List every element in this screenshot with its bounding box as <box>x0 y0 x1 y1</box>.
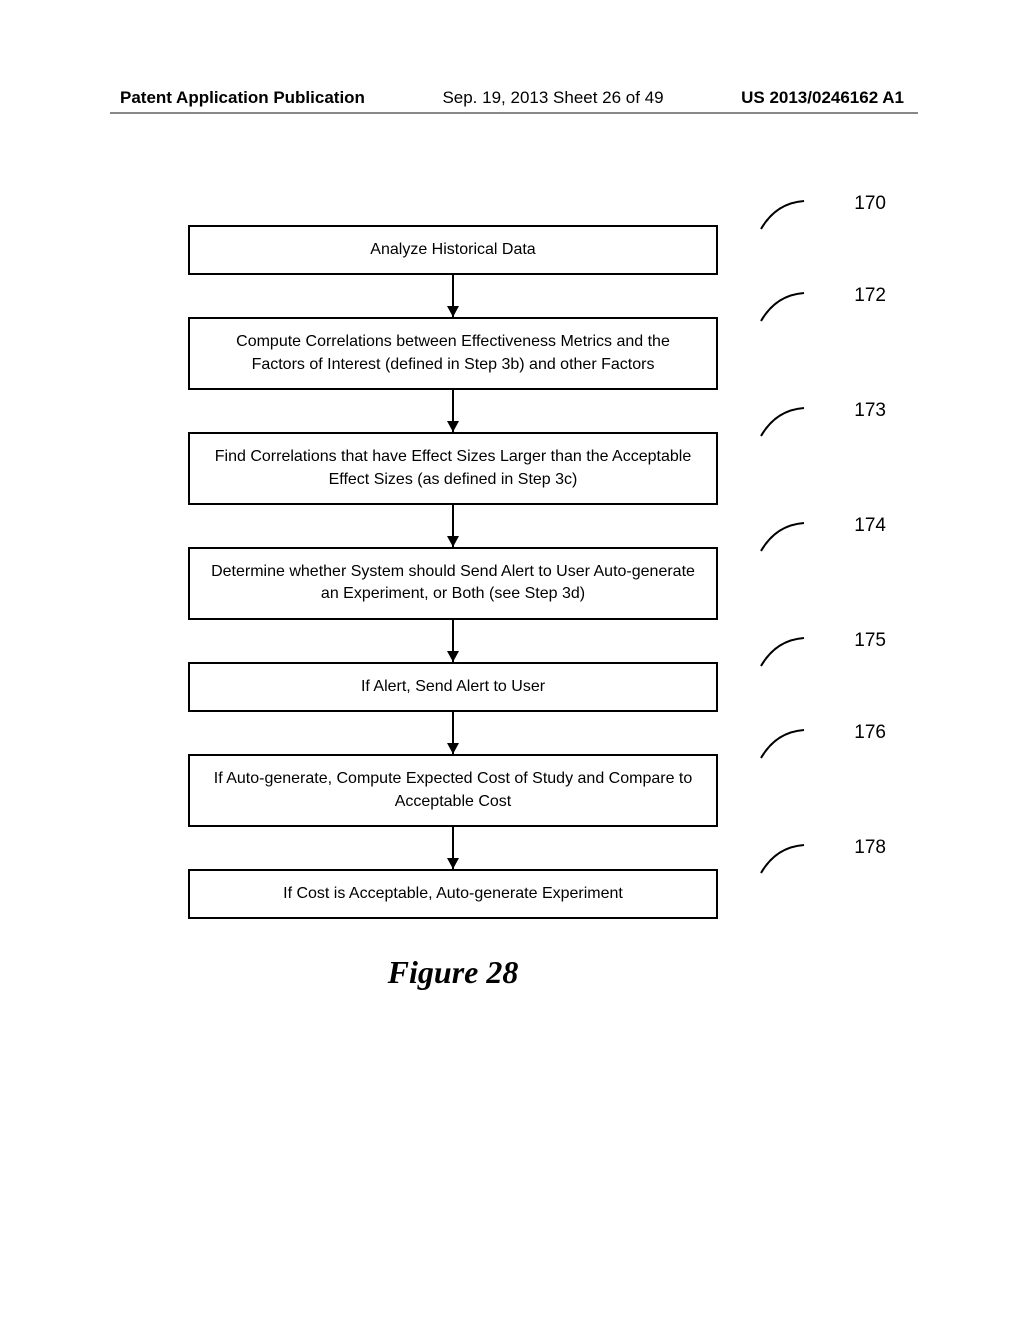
flowchart-step-box: Compute Correlations between Effectivene… <box>188 317 718 390</box>
node-label-pointer: 176 <box>756 724 846 760</box>
flowchart-node: 173Find Correlations that have Effect Si… <box>188 432 836 505</box>
flowchart-node: 170Analyze Historical Data <box>188 225 836 275</box>
node-label-pointer: 170 <box>756 195 846 231</box>
arrow-down-icon <box>447 858 459 869</box>
flowchart-node: 175If Alert, Send Alert to User <box>188 662 836 712</box>
node-label-pointer: 175 <box>756 632 846 668</box>
node-label: 172 <box>854 285 886 307</box>
flowchart-connector <box>188 505 718 547</box>
node-label-pointer: 173 <box>756 402 846 438</box>
node-label-pointer: 178 <box>756 839 846 875</box>
flowchart-node: 172Compute Correlations between Effectiv… <box>188 317 836 390</box>
figure-caption: Figure 28 <box>188 954 718 991</box>
flowchart-connector <box>188 712 718 754</box>
arrow-down-icon <box>447 651 459 662</box>
flowchart-step-box: Find Correlations that have Effect Sizes… <box>188 432 718 505</box>
node-label-pointer: 174 <box>756 517 846 553</box>
flowchart-step-box: Analyze Historical Data <box>188 225 718 275</box>
flowchart-connector <box>188 620 718 662</box>
flowchart-connector <box>188 390 718 432</box>
flowchart-connector <box>188 827 718 869</box>
arrow-down-icon <box>447 743 459 754</box>
node-label: 178 <box>854 837 886 859</box>
node-label: 174 <box>854 515 886 537</box>
flowchart-step-box: Determine whether System should Send Ale… <box>188 547 718 620</box>
header-publication: Patent Application Publication <box>120 88 365 108</box>
flowchart-node: 178If Cost is Acceptable, Auto-generate … <box>188 869 836 919</box>
arrow-down-icon <box>447 421 459 432</box>
flowchart-container: 170Analyze Historical Data 172Compute Cor… <box>188 225 836 991</box>
node-label: 175 <box>854 630 886 652</box>
flowchart-step-box: If Cost is Acceptable, Auto-generate Exp… <box>188 869 718 919</box>
arrow-down-icon <box>447 306 459 317</box>
node-label-pointer: 172 <box>756 287 846 323</box>
node-label: 170 <box>854 193 886 215</box>
page-header: Patent Application Publication Sep. 19, … <box>0 88 1024 108</box>
arrow-down-icon <box>447 536 459 547</box>
flowchart-node: 174Determine whether System should Send … <box>188 547 836 620</box>
node-label: 173 <box>854 400 886 422</box>
flowchart-step-box: If Alert, Send Alert to User <box>188 662 718 712</box>
flowchart-step-box: If Auto-generate, Compute Expected Cost … <box>188 754 718 827</box>
flowchart-node: 176If Auto-generate, Compute Expected Co… <box>188 754 836 827</box>
header-date-sheet: Sep. 19, 2013 Sheet 26 of 49 <box>442 88 663 108</box>
header-patent-number: US 2013/0246162 A1 <box>741 88 904 108</box>
header-divider <box>110 112 918 114</box>
node-label: 176 <box>854 722 886 744</box>
flowchart-connector <box>188 275 718 317</box>
